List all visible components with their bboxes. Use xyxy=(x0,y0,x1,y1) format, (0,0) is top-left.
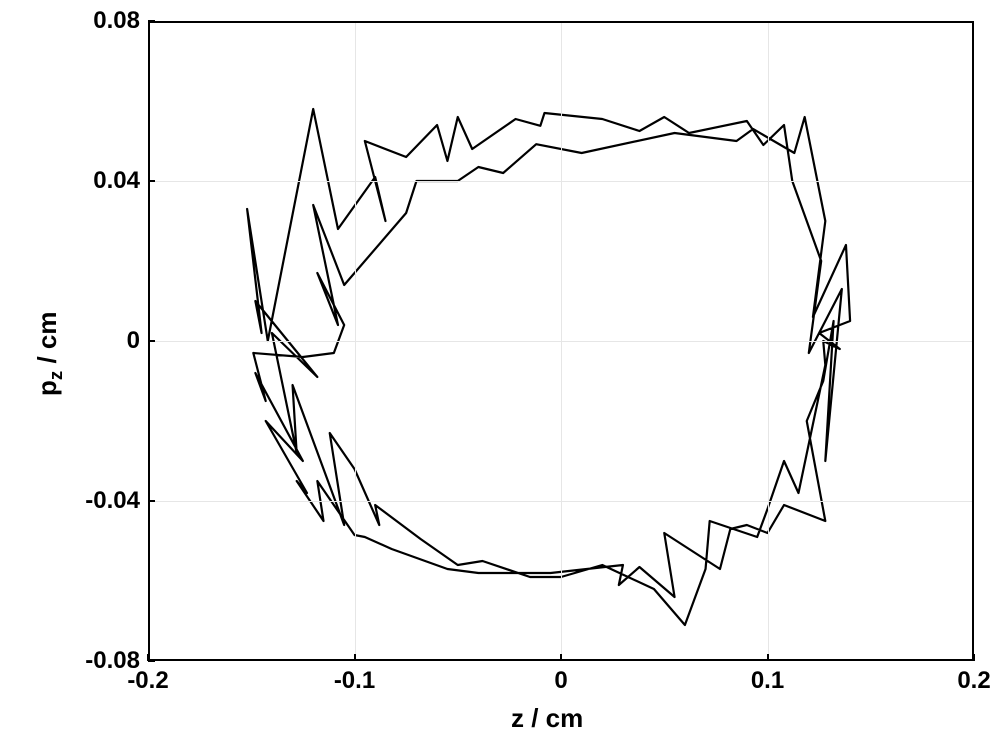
y-tick-label: -0.04 xyxy=(50,487,140,515)
grid-hline xyxy=(148,501,974,502)
grid-hline xyxy=(148,181,974,182)
y-tick-label: -0.08 xyxy=(50,647,140,675)
y-tick xyxy=(148,500,155,502)
y-tick-label: 0 xyxy=(50,327,140,355)
x-tick xyxy=(354,654,356,661)
x-tick-label: 0.2 xyxy=(934,667,1000,695)
phase-trajectory-line xyxy=(0,0,1000,742)
x-tick xyxy=(973,654,975,661)
grid-hline xyxy=(148,341,974,342)
x-tick-label: -0.1 xyxy=(315,667,395,695)
phase-trajectory-path xyxy=(247,109,850,625)
y-tick xyxy=(148,20,155,22)
y-tick xyxy=(148,180,155,182)
phase-space-figure: pz / cm z / cm -0.2-0.100.10.2-0.08-0.04… xyxy=(0,0,1000,742)
x-tick xyxy=(767,654,769,661)
x-tick xyxy=(560,654,562,661)
y-tick-label: 0.08 xyxy=(50,7,140,35)
y-tick xyxy=(148,660,155,662)
y-tick xyxy=(148,340,155,342)
y-tick-label: 0.04 xyxy=(50,167,140,195)
x-tick-label: 0.1 xyxy=(728,667,808,695)
x-tick-label: 0 xyxy=(521,667,601,695)
